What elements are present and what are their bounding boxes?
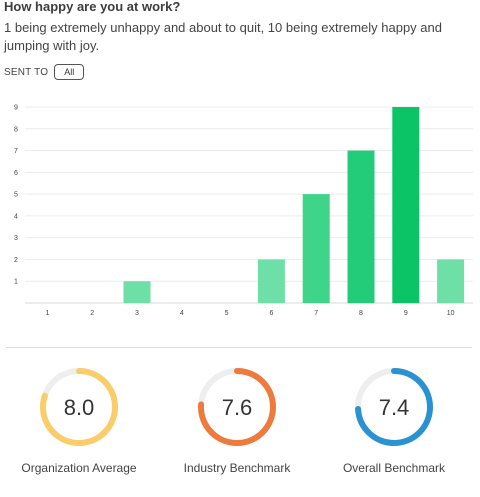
y-tick-label: 2 xyxy=(14,257,18,264)
gauge-label: Industry Benchmark xyxy=(183,461,291,475)
gauge-overall-benchmark: 7.4 Overall Benchmark xyxy=(319,365,469,475)
gauge-value: 7.4 xyxy=(379,395,410,420)
y-tick-label: 1 xyxy=(14,279,18,286)
gauge-label: Organization Average xyxy=(21,461,137,475)
bar-7[interactable] xyxy=(302,194,330,303)
sent-to-label: SENT TO xyxy=(4,66,49,78)
bar-10[interactable] xyxy=(437,259,465,303)
y-tick-label: 5 xyxy=(14,192,18,199)
gauge-arc xyxy=(355,368,433,446)
gauge-value: 7.6 xyxy=(222,395,253,420)
gauge-ring: 7.4 xyxy=(355,368,433,446)
x-tick-label: 3 xyxy=(135,310,139,317)
sent-to-dropdown[interactable]: All xyxy=(54,64,85,80)
gauge-ring: 8.0 xyxy=(40,368,118,446)
y-tick-label: 8 xyxy=(14,126,18,133)
divider xyxy=(6,347,472,348)
x-tick-label: 7 xyxy=(314,310,318,317)
y-tick-label: 3 xyxy=(14,235,18,242)
x-tick-label: 6 xyxy=(269,310,273,317)
y-tick-label: 6 xyxy=(14,170,18,177)
y-tick-label: 4 xyxy=(14,213,18,220)
sent-to-filter: SENT TO All xyxy=(4,63,85,81)
bar-6[interactable] xyxy=(257,259,285,303)
gauge-label: Overall Benchmark xyxy=(342,461,446,475)
x-tick-label: 10 xyxy=(447,310,455,317)
bar-9[interactable] xyxy=(392,107,420,303)
score-distribution-chart: 1 2 3 4 5 6 7 8 9 1 2 3 4 5 6 7 8 9 10 xyxy=(14,105,473,317)
question-title: How happy are you at work? xyxy=(4,0,181,14)
gauge-arc xyxy=(198,368,276,446)
gauge-industry-benchmark: 7.6 Industry Benchmark xyxy=(162,365,312,475)
bar-3[interactable] xyxy=(123,281,151,303)
y-tick-label: 9 xyxy=(14,105,18,112)
bar-8[interactable] xyxy=(347,150,375,303)
gauge-value: 8.0 xyxy=(64,395,95,420)
y-tick-label: 7 xyxy=(14,148,18,155)
gauge-organization-average: 8.0 Organization Average xyxy=(4,365,154,475)
x-tick-label: 4 xyxy=(180,310,184,317)
x-tick-label: 8 xyxy=(359,310,363,317)
gauge-arc xyxy=(40,368,118,446)
question-description: 1 being extremely unhappy and about to q… xyxy=(4,20,442,53)
x-tick-label: 9 xyxy=(404,310,408,317)
x-tick-label: 2 xyxy=(90,310,94,317)
x-tick-label: 5 xyxy=(225,310,229,317)
gauge-ring: 7.6 xyxy=(198,368,276,446)
x-tick-label: 1 xyxy=(45,310,49,317)
